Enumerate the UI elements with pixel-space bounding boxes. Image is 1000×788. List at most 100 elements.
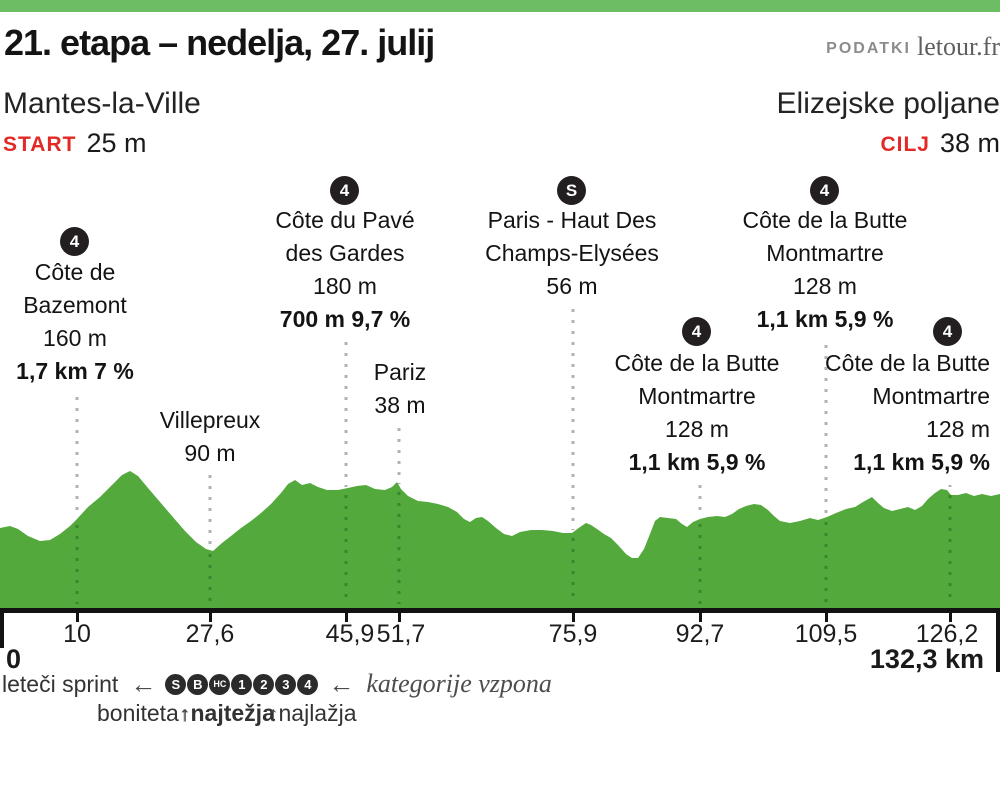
up-arrow-icon: ↑ (268, 703, 279, 726)
climb-label-montmartre-3: Côte de la Butte Montmartre 128 m 1,1 km… (760, 347, 990, 479)
climb-name: Côte de (34, 259, 116, 285)
x-axis-line (0, 608, 1000, 613)
start-block: Mantes-la-Ville START 25 m (3, 86, 201, 159)
start-elevation: 25 m (86, 128, 147, 158)
axis-tick (825, 613, 828, 622)
axis-tick-label: 109,5 (794, 620, 858, 648)
axis-tick (209, 613, 212, 622)
point-elevation: 90 m (184, 440, 236, 466)
category-badge: 4 (60, 227, 89, 256)
axis-tick (76, 613, 79, 622)
start-city: Mantes-la-Ville (3, 87, 201, 120)
climb-elevation: 128 m (793, 273, 857, 299)
page-title: 21. etapa – nedelja, 27. julij (4, 22, 435, 63)
point-name: Pariz (373, 359, 427, 385)
left-arrow-icon: ← (328, 668, 355, 699)
legend-row-explanations: boniteta↑ ↑najtežja ↑najlažja (0, 700, 600, 730)
sprint-badge: S (557, 176, 586, 205)
climb-name: Montmartre (766, 240, 884, 266)
axis-tick-label: 126,2 (915, 620, 979, 648)
climb-stats: 700 m 9,7 % (279, 306, 411, 332)
category-badge: 4 (682, 317, 711, 346)
climb-stats: 1,1 km 5,9 % (853, 449, 990, 475)
climb-label-montmartre-2: Côte de la Butte Montmartre 128 m 1,1 km… (715, 204, 935, 336)
climb-elevation: 160 m (43, 325, 107, 351)
top-accent-bar (0, 0, 1000, 12)
point-label-pariz: Pariz 38 m (340, 356, 460, 422)
legend-hardest-label: najtežja (190, 700, 275, 726)
legend-sprint-label: leteči sprint (2, 670, 119, 697)
legend-badge-s: S (165, 673, 187, 695)
up-arrow-icon: ↑ (180, 703, 191, 726)
climb-elevation: 128 m (926, 416, 990, 442)
legend-badge-3: 3 (275, 673, 297, 695)
legend-badge-4: 4 (297, 673, 319, 695)
axis-tick (572, 613, 575, 622)
climb-name: Côte du Pavé (275, 207, 415, 233)
climb-name: Côte de la Butte (742, 207, 908, 233)
axis-tick-label: 27,6 (185, 620, 235, 648)
axis-tick-label: 45,9 (325, 620, 375, 648)
sprint-name: Paris - Haut Des (487, 207, 657, 233)
legend-badge-b: B (187, 673, 209, 695)
axis-tick (398, 613, 401, 622)
climb-stats: 1,1 km 5,9 % (628, 449, 766, 475)
sprint-name: Champs-Elysées (485, 240, 659, 266)
climb-name: Côte de la Butte (614, 350, 780, 376)
climb-elevation: 128 m (665, 416, 729, 442)
legend-badge-2: 2 (253, 673, 275, 695)
legend-row-categories: leteči sprint ← S B HC 1 2 3 4 ← kategor… (2, 668, 552, 699)
axis-total-distance: 132,3 km (869, 644, 984, 674)
axis-tick-label: 10 (63, 620, 91, 648)
start-tag: START (3, 133, 77, 156)
climb-name: Bazemont (23, 292, 127, 318)
category-badge: 4 (330, 176, 359, 205)
climb-elevation: 180 m (313, 273, 377, 299)
elevation-profile-chart (0, 309, 1000, 613)
left-arrow-icon: ← (130, 668, 157, 699)
climb-stats: 1,7 km 7 % (16, 358, 134, 384)
category-badge: 4 (810, 176, 839, 205)
source-label: PODATKI (826, 40, 911, 57)
climb-name: Montmartre (872, 383, 990, 409)
climb-label-montmartre-1: Côte de la Butte Montmartre 128 m 1,1 km… (587, 347, 807, 479)
axis-tick (345, 613, 348, 622)
legend-easiest-label: najlažja (278, 700, 357, 726)
legend-badge-1: 1 (231, 673, 253, 695)
finish-city: Elizejske poljane (776, 87, 1000, 120)
axis-tick (699, 613, 702, 622)
climb-name: Montmartre (638, 383, 756, 409)
finish-elevation: 38 m (939, 128, 1000, 158)
axis-tick-label: 51,7 (376, 620, 426, 648)
finish-block: Elizejske poljane CILJ 38 m (777, 86, 1000, 159)
axis-end-tick (996, 608, 1000, 672)
climb-name: Côte de la Butte (825, 350, 990, 376)
climb-label-pave-des-gardes: Côte du Pavé des Gardes 180 m 700 m 9,7 … (235, 204, 455, 336)
climb-label-bazemont: Côte de Bazemont 160 m 1,7 km 7 % (0, 256, 150, 388)
sprint-elevation: 56 m (546, 273, 598, 299)
finish-tag: CILJ (880, 133, 930, 156)
sprint-label-champs-elysees: Paris - Haut Des Champs-Elysées 56 m (442, 204, 702, 303)
axis-start-tick (0, 608, 4, 648)
axis-tick (949, 613, 952, 622)
legend-categories-label: kategorije vzpona (366, 669, 552, 698)
legend-bonus: boniteta↑ (97, 700, 189, 727)
climb-name: des Gardes (285, 240, 405, 266)
up-arrow-icon: ↑ (178, 703, 190, 726)
legend-badge-hc: HC (209, 673, 231, 695)
point-elevation: 38 m (374, 392, 426, 418)
axis-tick-label: 92,7 (675, 620, 725, 648)
climb-stats: 1,1 km 5,9 % (756, 306, 894, 332)
axis-tick-label: 75,9 (548, 620, 598, 648)
point-label-villepreux: Villepreux 90 m (120, 404, 300, 470)
elevation-area (0, 471, 1000, 613)
axis-origin-label: 0 (6, 644, 22, 674)
data-source: PODATKI letour.fr (826, 32, 1000, 62)
legend-bonus-label: boniteta (97, 700, 179, 726)
point-name: Villepreux (159, 407, 261, 433)
category-badge: 4 (933, 317, 962, 346)
source-site: letour.fr (916, 32, 1000, 61)
legend-hardest: ↑najtežja (180, 700, 275, 727)
legend-easiest: ↑najlažja (268, 700, 357, 727)
